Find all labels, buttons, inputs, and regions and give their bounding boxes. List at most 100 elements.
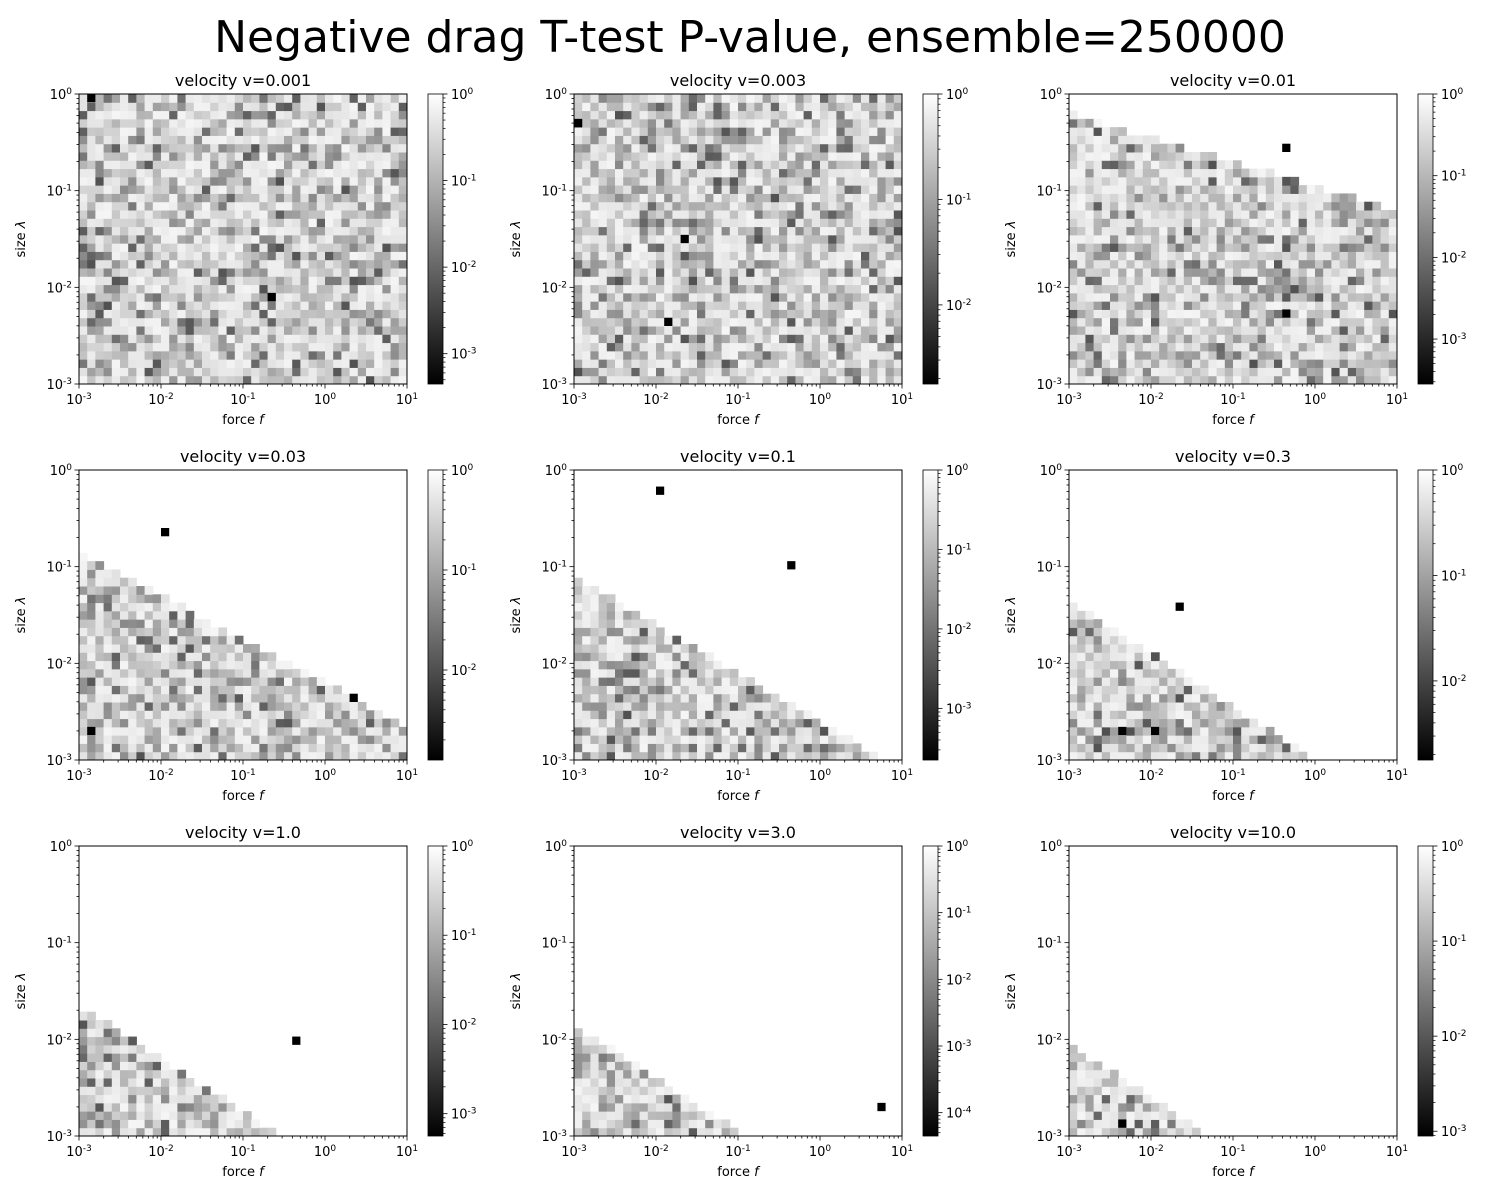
heatmap-cell <box>836 201 846 211</box>
heatmap-cell <box>697 375 706 385</box>
heatmap-cell <box>284 218 293 228</box>
heatmap-cell <box>234 102 244 112</box>
heatmap-cell <box>1110 135 1119 145</box>
heatmap-cell <box>631 268 641 277</box>
heatmap-cell <box>202 135 211 145</box>
heatmap-cell <box>820 234 829 244</box>
heatmap-cell <box>382 185 392 194</box>
heatmap-cell <box>1192 326 1201 335</box>
heatmap-cell <box>202 644 211 653</box>
heatmap-cell <box>656 284 665 294</box>
heatmap-cell <box>1175 375 1185 385</box>
heatmap-cell <box>623 218 632 228</box>
heatmap-cell <box>300 268 310 277</box>
heatmap-cell <box>226 160 236 170</box>
heatmap-cell <box>836 350 846 360</box>
heatmap-cell <box>885 201 895 211</box>
heatmap-cell <box>210 118 219 128</box>
heatmap-cell <box>672 292 682 302</box>
heatmap-cell <box>136 218 146 228</box>
heatmap-cell <box>267 226 277 236</box>
heatmap-cell <box>1372 326 1382 335</box>
heatmap-cell <box>1380 317 1390 327</box>
heatmap-cell <box>1085 168 1095 178</box>
heatmap-cell <box>333 743 342 753</box>
heatmap-cell <box>836 301 846 310</box>
heatmap-cell <box>300 143 310 153</box>
heatmap-cell <box>161 118 170 128</box>
colorbar-tick-label: 10-2 <box>451 260 477 276</box>
heatmap-cell <box>316 160 326 170</box>
heatmap-cell <box>1151 143 1160 153</box>
heatmap-cell <box>836 326 846 335</box>
heatmap-cell <box>1167 176 1177 186</box>
heatmap-cell <box>1380 292 1390 302</box>
heatmap-cell <box>95 660 105 670</box>
heatmap-cell <box>1069 243 1078 252</box>
heatmap-cell <box>103 685 113 695</box>
heatmap-cell <box>574 627 583 637</box>
heatmap-cell <box>185 176 195 186</box>
heatmap-cell <box>79 602 88 612</box>
heatmap-cell <box>1183 292 1193 302</box>
heatmap-cell <box>787 143 796 153</box>
heatmap-cell <box>615 259 624 269</box>
heatmap-cell <box>267 234 277 244</box>
heatmap-cell <box>688 367 698 377</box>
heatmap-cell <box>631 176 641 186</box>
heatmap-cell <box>1101 268 1111 277</box>
heatmap-cell <box>1380 342 1390 352</box>
heatmap-cell <box>885 185 895 194</box>
heatmap-cell <box>885 110 895 120</box>
heatmap-cell <box>341 102 351 112</box>
heatmap-cell <box>1192 251 1201 261</box>
heatmap-cell <box>1265 210 1275 219</box>
heatmap-cell <box>87 193 96 203</box>
heatmap-cell <box>267 152 277 161</box>
heatmap-cell <box>1134 168 1144 178</box>
heatmap-cell <box>284 743 293 753</box>
heatmap-cell <box>623 226 632 236</box>
heatmap-cell <box>152 326 162 335</box>
heatmap-cell <box>1069 317 1078 327</box>
heatmap-cell <box>828 243 837 252</box>
heatmap-cell <box>697 185 706 194</box>
heatmap-cell <box>218 251 228 261</box>
heatmap-cell <box>333 251 342 261</box>
heatmap-cell <box>218 193 228 203</box>
heatmap-cell <box>1134 326 1144 335</box>
heatmap-cell <box>1331 367 1341 377</box>
heatmap-cell <box>218 176 228 186</box>
heatmap-cell <box>103 751 113 761</box>
heatmap-cell <box>820 317 829 327</box>
heatmap-cell <box>697 118 706 128</box>
heatmap-cell <box>292 276 301 286</box>
heatmap-cell <box>243 326 252 335</box>
heatmap-cell <box>316 268 326 277</box>
colorbar-tick-label: 100 <box>1441 87 1464 103</box>
heatmap-cell <box>267 735 277 744</box>
heatmap-cell <box>656 135 665 145</box>
heatmap-cell <box>275 234 285 244</box>
heatmap-cell <box>87 326 96 335</box>
heatmap-cell <box>1257 276 1267 286</box>
heatmap-cell <box>185 218 195 228</box>
heatmap-cell <box>623 210 632 219</box>
heatmap-cell <box>103 243 113 252</box>
heatmap-cell <box>844 218 854 228</box>
heatmap-cell <box>185 677 195 686</box>
heatmap-cell <box>1372 268 1382 277</box>
heatmap-cell <box>267 367 277 377</box>
heatmap-cell <box>1339 301 1349 310</box>
heatmap-cell <box>226 168 236 178</box>
heatmap-cell <box>1175 367 1185 377</box>
heatmap-cell <box>1233 276 1242 286</box>
heatmap-cell <box>390 143 400 153</box>
heatmap-cell <box>325 735 334 744</box>
heatmap-cell <box>120 668 129 678</box>
heatmap-cell <box>210 143 219 153</box>
heatmap-cell <box>226 243 236 252</box>
heatmap-cell-min <box>574 118 583 128</box>
heatmap-cell <box>1356 301 1365 310</box>
heatmap-cell <box>300 334 310 344</box>
